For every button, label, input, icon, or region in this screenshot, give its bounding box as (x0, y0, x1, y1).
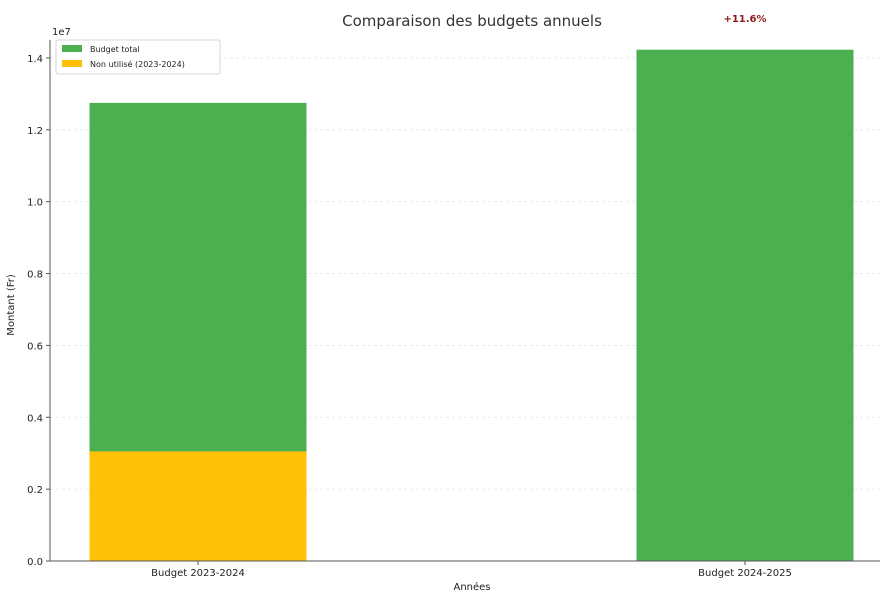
legend-box (55, 39, 221, 75)
legend: Budget total Non utilisé (2023-2024) (55, 39, 221, 75)
legend-label-0: Budget total (90, 45, 140, 54)
annotation-growth-0: +11.6% (723, 14, 766, 25)
bars (89, 49, 854, 562)
bar-non-utilise-0 (89, 451, 307, 561)
bar-budget-total-1 (636, 49, 854, 561)
y-tick-label-5: 1.0 (27, 198, 43, 209)
legend-swatch-1 (62, 60, 82, 67)
annotations: +11.6% (723, 14, 766, 25)
axes (49, 40, 880, 562)
y-tick-label-0: 0.0 (27, 557, 43, 568)
y-axis-label: Montant (Fr) (6, 274, 17, 336)
legend-swatch-0 (62, 45, 82, 52)
y-tick-label-6: 1.2 (27, 126, 43, 137)
y-tick-label-2: 0.4 (27, 413, 43, 424)
y-tick-label-3: 0.6 (27, 341, 43, 352)
x-ticks: Budget 2023-2024 Budget 2024-2025 (151, 561, 792, 579)
chart-title: Comparaison des budgets annuels (342, 12, 602, 30)
x-axis-label: Années (453, 581, 490, 592)
y-axis-offset-label: 1e7 (52, 27, 71, 38)
y-tick-label-7: 1.4 (27, 54, 43, 65)
y-tick-label-4: 0.8 (27, 270, 43, 281)
x-tick-label-1: Budget 2024-2025 (698, 568, 792, 579)
legend-label-1: Non utilisé (2023-2024) (90, 59, 185, 69)
y-ticks: 0.0 0.2 0.4 0.6 0.8 1.0 1.2 1.4 (27, 54, 50, 568)
x-tick-label-0: Budget 2023-2024 (151, 568, 245, 579)
y-tick-label-1: 0.2 (27, 485, 43, 496)
